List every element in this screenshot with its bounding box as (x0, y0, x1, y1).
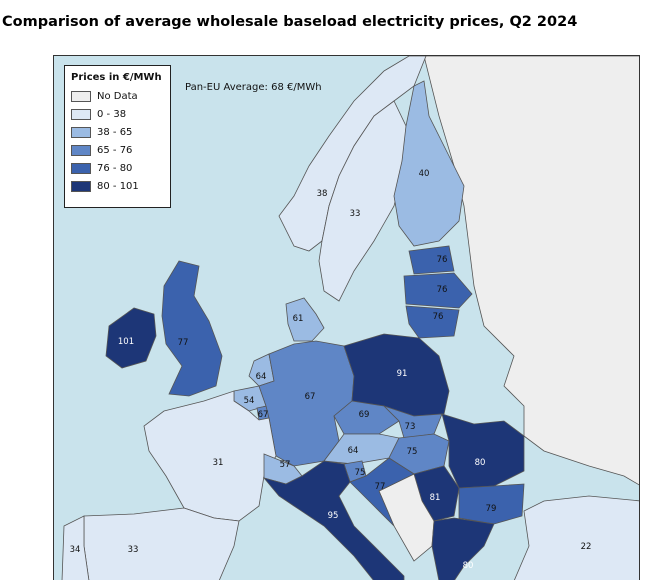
map-canvas (61, 56, 639, 580)
label-spain: 33 (127, 545, 139, 555)
label-slovakia: 73 (404, 422, 416, 432)
region-estonia (408, 245, 455, 275)
label-estonia: 76 (436, 255, 448, 265)
label-bulgaria: 79 (485, 504, 497, 514)
region-greece (431, 517, 495, 580)
legend-swatch (71, 163, 91, 174)
label-lithuania: 76 (432, 312, 444, 322)
label-switzerland: 57 (279, 460, 291, 470)
legend-title: Prices in €/MWh (71, 72, 162, 83)
label-latvia: 76 (436, 285, 448, 295)
region-great-britain (161, 260, 223, 397)
legend-swatch (71, 145, 91, 156)
label-france: 31 (212, 458, 224, 468)
pan-eu-average: Pan-EU Average: 68 €/MWh (185, 82, 322, 93)
legend-item-38-65: 38 - 65 (71, 125, 170, 140)
label-portugal: 34 (69, 545, 81, 555)
label-belgium: 54 (243, 396, 255, 406)
legend-item-80-101: 80 - 101 (71, 179, 170, 194)
label-greece: 80 (462, 561, 474, 571)
label-germany: 67 (304, 392, 316, 402)
label-luxembourg: 67 (257, 410, 269, 420)
region-romania (441, 413, 525, 489)
label-slovenia: 75 (354, 468, 366, 478)
legend-item-no-data: No Data (71, 89, 170, 104)
label-finland: 40 (418, 169, 430, 179)
label-croatia: 77 (374, 482, 386, 492)
region-ireland (105, 307, 157, 369)
region-latvia (403, 272, 473, 309)
label-ireland: 101 (117, 337, 135, 347)
label-great-britain: 77 (177, 338, 189, 348)
region-norway (278, 56, 427, 252)
region-turkey (513, 495, 639, 580)
legend-item-0-38: 0 - 38 (71, 107, 170, 122)
legend-label: No Data (97, 91, 138, 102)
label-austria: 64 (347, 446, 359, 456)
label-turkey: 22 (580, 542, 592, 552)
legend-label: 38 - 65 (97, 127, 133, 138)
map-title: Comparison of average wholesale baseload… (2, 14, 578, 30)
label-poland: 91 (396, 369, 408, 379)
legend-item-76-80: 76 - 80 (71, 161, 170, 176)
legend-label: 65 - 76 (97, 145, 133, 156)
label-denmark: 61 (292, 314, 304, 324)
label-serbia: 81 (429, 493, 441, 503)
label-norway: 38 (316, 189, 328, 199)
europe-price-map: Prices in €/MWh No Data 0 - 38 38 - 65 6… (53, 55, 640, 580)
region-portugal (61, 515, 90, 580)
region-bulgaria (458, 483, 525, 525)
region-france (143, 390, 277, 522)
label-romania: 80 (474, 458, 486, 468)
region-italy (262, 460, 405, 580)
label-hungary: 75 (406, 447, 418, 457)
region-lithuania (405, 305, 460, 339)
legend-label: 76 - 80 (97, 163, 133, 174)
legend-item-65-76: 65 - 76 (71, 143, 170, 158)
legend-swatch (71, 91, 91, 102)
region-spain (83, 507, 240, 580)
legend: Prices in €/MWh No Data 0 - 38 38 - 65 6… (64, 65, 171, 208)
legend-swatch (71, 181, 91, 192)
region-denmark (285, 297, 325, 342)
label-sweden: 33 (349, 209, 361, 219)
legend-label: 80 - 101 (97, 181, 139, 192)
label-netherlands: 64 (255, 372, 267, 382)
region-poland (343, 333, 450, 417)
label-italy: 95 (327, 511, 339, 521)
region-finland (393, 80, 465, 247)
legend-swatch (71, 127, 91, 138)
legend-label: 0 - 38 (97, 109, 127, 120)
label-czechia: 69 (358, 410, 370, 420)
region-croatia (349, 457, 415, 527)
legend-swatch (71, 109, 91, 120)
